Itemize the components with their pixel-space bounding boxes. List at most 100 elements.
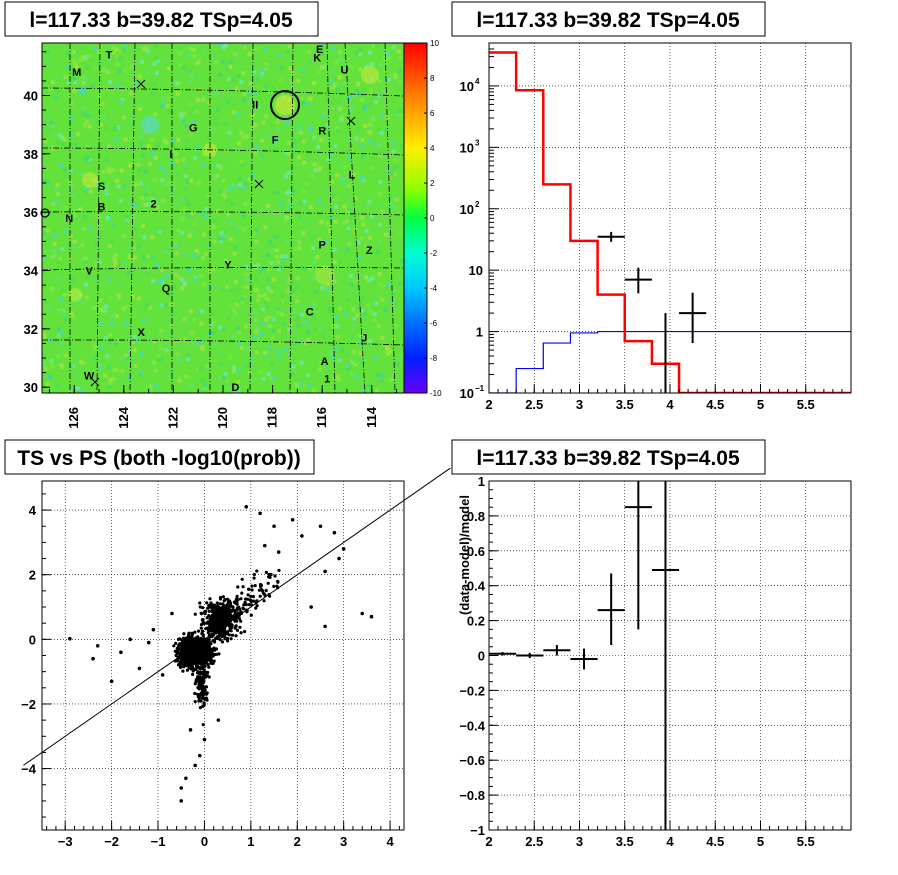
map-source-label: Q — [162, 283, 171, 295]
scatter-point — [175, 651, 179, 656]
map-pixel — [69, 310, 73, 315]
map-pixel — [54, 199, 59, 204]
map-pixel — [221, 46, 226, 51]
map-pixel — [296, 275, 301, 280]
map-pixel — [125, 214, 130, 219]
map-pixel — [338, 57, 343, 62]
map-pixel — [356, 91, 361, 96]
scatter-title: TS vs PS (both -log10(prob)) — [17, 447, 301, 470]
map-pixel — [184, 337, 189, 342]
map-pixel — [392, 335, 397, 340]
map-pixel — [110, 312, 115, 317]
map-pixel — [201, 100, 206, 105]
scatter-x-tick-label: −3 — [58, 834, 73, 849]
map-pixel — [242, 185, 247, 190]
scatter-point — [185, 635, 190, 639]
map-pixel — [230, 202, 235, 207]
map-pixel — [129, 246, 134, 250]
map-pixel — [296, 240, 301, 245]
map-pixel — [133, 79, 138, 84]
map-pixel — [291, 333, 296, 338]
map-pixel — [344, 196, 349, 201]
map-x-tick-label: 122 — [165, 407, 180, 429]
map-pixel — [379, 202, 384, 207]
map-pixel — [254, 104, 259, 109]
map-pixel — [65, 65, 70, 70]
map-pixel — [161, 227, 166, 231]
map-pixel — [59, 343, 64, 348]
map-pixel — [341, 221, 346, 226]
spectrum-x-tick-label: 4 — [666, 397, 674, 412]
map-pixel — [249, 377, 254, 382]
map-pixel — [286, 141, 291, 145]
target-circle-marker — [270, 90, 300, 120]
map-pixel — [53, 95, 58, 100]
sky-map-markers — [40, 79, 356, 387]
map-pixel — [333, 60, 338, 65]
scatter-point — [196, 695, 200, 699]
scatter-point — [193, 630, 197, 634]
map-pixel — [221, 178, 226, 183]
map-pixel — [359, 266, 364, 271]
map-pixel — [124, 322, 129, 327]
map-pixel — [363, 124, 368, 128]
map-pixel — [164, 348, 169, 353]
residual-x-tick-label: 3.5 — [616, 834, 634, 849]
map-pixel — [314, 289, 319, 294]
map-pixel — [73, 121, 78, 126]
map-pixel — [57, 75, 62, 80]
map-pixel — [160, 178, 165, 183]
map-pixel — [330, 79, 335, 84]
map-pixel — [306, 373, 311, 378]
map-pixel — [153, 368, 158, 373]
map-pixel — [307, 383, 312, 388]
map-pixel — [321, 204, 326, 208]
scatter-y-tick-label: 2 — [29, 568, 36, 583]
map-pixel — [89, 145, 94, 149]
map-y-tick-label: 34 — [24, 264, 39, 279]
map-pixel — [286, 171, 291, 175]
map-pixel — [108, 382, 112, 386]
spectrum-title-box: l=117.33 b=39.82 TSp=4.05 — [451, 1, 766, 37]
scatter-point — [221, 616, 225, 620]
scatter-point — [236, 585, 240, 589]
scatter-point — [210, 661, 214, 666]
scatter-x-tick-label: 1 — [247, 834, 254, 849]
map-pixel — [195, 343, 200, 348]
map-pixel — [230, 183, 234, 188]
map-pixel — [190, 254, 195, 259]
map-pixel — [157, 354, 161, 359]
map-pixel — [244, 272, 249, 277]
map-pixel — [63, 75, 68, 80]
map-pixel — [254, 239, 259, 244]
map-pixel — [181, 119, 186, 124]
scatter-point — [202, 657, 206, 661]
map-pixel — [326, 127, 331, 132]
map-pixel — [86, 155, 91, 160]
map-pixel — [62, 167, 67, 172]
map-pixel — [354, 51, 359, 55]
map-x-tick-label: 120 — [215, 407, 230, 429]
map-pixel — [117, 66, 122, 71]
map-pixel — [54, 352, 59, 357]
map-pixel — [256, 104, 261, 109]
scatter-title-box: TS vs PS (both -log10(prob)) — [4, 439, 315, 475]
map-pixel — [172, 284, 176, 289]
map-pixel — [366, 130, 371, 134]
map-pixel — [253, 264, 258, 269]
scatter-point — [198, 706, 202, 710]
scatter-point — [194, 667, 198, 672]
map-pixel — [236, 326, 240, 331]
map-pixel — [192, 221, 197, 226]
map-pixel — [366, 138, 371, 143]
colorbar-tick-label: 8 — [430, 74, 435, 83]
map-pixel — [307, 212, 312, 217]
map-pixel — [285, 121, 290, 126]
map-pixel — [211, 224, 216, 229]
residual-y-tick-label: 1 — [478, 474, 485, 489]
map-pixel — [256, 298, 260, 303]
map-pixel — [112, 256, 117, 261]
map-pixel — [358, 351, 363, 356]
map-pixel — [391, 149, 396, 154]
map-pixel — [358, 341, 363, 345]
